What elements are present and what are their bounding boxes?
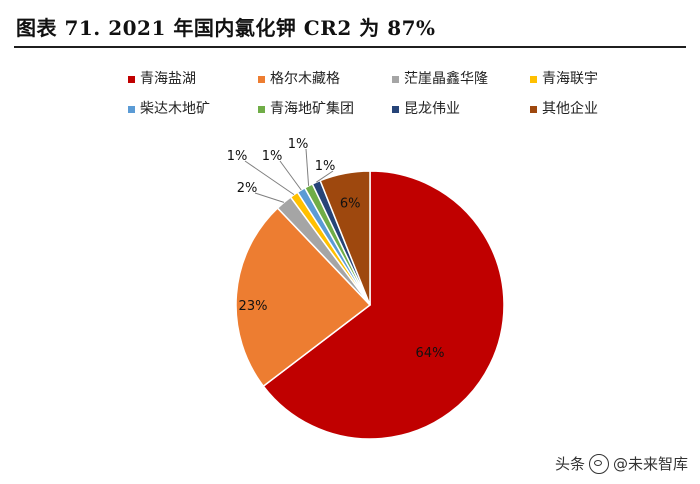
chart-title: 图表 71. 2021 年国内氯化钾 CR2 为 87%	[16, 16, 436, 40]
data-label-2: 2%	[237, 181, 258, 196]
legend-label-4: 柴达木地矿	[140, 101, 210, 117]
watermark: 头条 @未来智库	[555, 453, 688, 474]
legend-swatch-6	[392, 106, 399, 113]
leader-line-5	[305, 148, 310, 186]
legend-swatch-7	[530, 106, 537, 113]
legend-label-1: 格尔木藏格	[270, 71, 340, 87]
legend-label-0: 青海盐湖	[140, 71, 196, 87]
title-divider	[14, 46, 686, 48]
leader-lines	[244, 148, 334, 203]
leader-line-4	[279, 160, 302, 191]
pie-slices	[235, 170, 505, 440]
leader-line-3	[244, 160, 295, 196]
legend-swatch-0	[128, 76, 135, 83]
pie-slice-7	[319, 170, 371, 306]
legend-swatch-4	[128, 106, 135, 113]
pie-slice-1	[235, 206, 372, 388]
wechat-icon	[588, 453, 609, 474]
leader-line-2	[254, 192, 285, 203]
data-labels: 64% 23% 2% 1% 1% 1% 1% 6%	[227, 137, 445, 361]
pie-slice-0	[262, 170, 505, 440]
data-label-3: 1%	[227, 149, 248, 164]
legend-label-3: 青海联宇	[542, 71, 598, 87]
watermark-account: @未来智库	[612, 455, 688, 473]
legend-swatch-1	[258, 76, 265, 83]
leader-line-6	[316, 170, 334, 183]
data-label-7: 6%	[340, 196, 361, 211]
legend-label-5: 青海地矿集团	[270, 100, 354, 117]
legend-label-2: 茫崖晶鑫华隆	[404, 70, 488, 87]
data-label-1: 23%	[239, 299, 268, 314]
data-label-5: 1%	[288, 137, 309, 152]
legend-swatch-5	[258, 106, 265, 113]
legend-swatch-2	[392, 76, 399, 83]
data-label-4: 1%	[262, 149, 283, 164]
watermark-platform: 头条	[554, 455, 585, 473]
data-label-6: 1%	[315, 159, 336, 174]
legend-label-7: 其他企业	[542, 100, 598, 117]
data-label-0: 64%	[416, 346, 445, 361]
legend-label-6: 昆龙伟业	[404, 101, 460, 117]
legend-swatch-3	[530, 76, 537, 83]
